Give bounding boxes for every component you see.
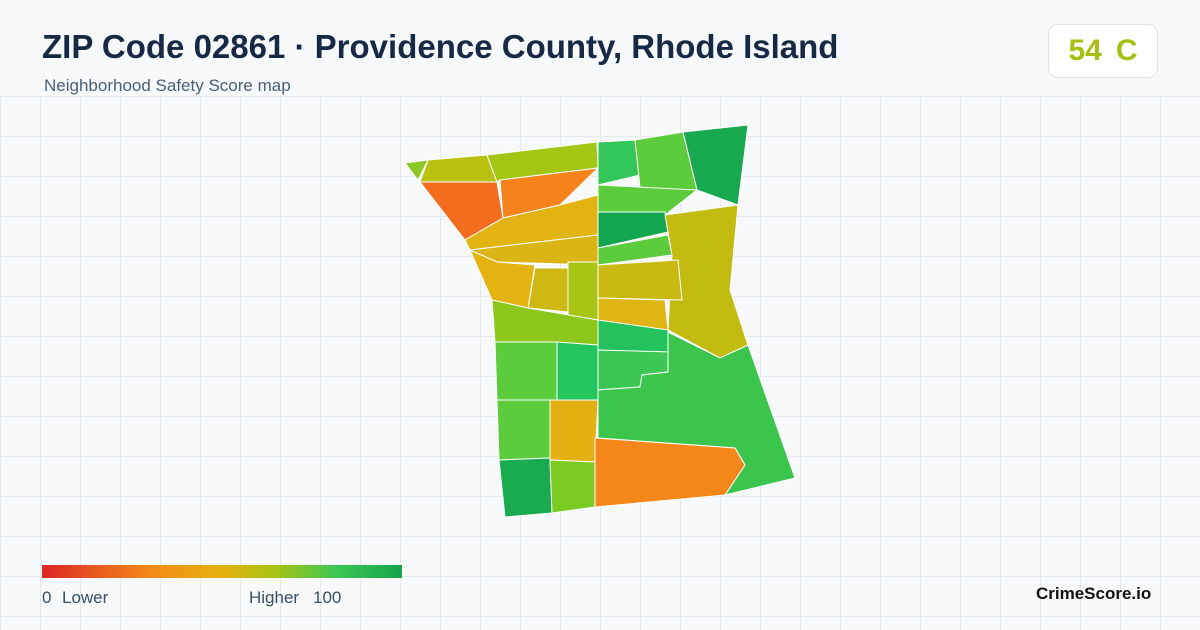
area <box>494 341 558 401</box>
legend-min: 0 <box>42 588 52 607</box>
header: ZIP Code 02861 · Providence County, Rhod… <box>0 0 1200 96</box>
score-badge: 54 C <box>1048 24 1158 78</box>
area <box>527 267 569 313</box>
subtitle: Neighborhood Safety Score map <box>44 76 291 95</box>
area <box>567 261 599 321</box>
legend-min-label: Lower <box>62 588 109 607</box>
area <box>404 159 429 181</box>
area <box>549 459 596 514</box>
area <box>419 154 498 183</box>
score-value: 54 <box>1068 34 1102 67</box>
area <box>597 139 641 186</box>
title: ZIP Code 02861 · Providence County, Rhod… <box>42 28 839 65</box>
area <box>594 437 746 508</box>
legend-max: 100 <box>313 588 342 607</box>
area <box>597 259 683 301</box>
area <box>597 184 699 216</box>
area <box>549 399 599 463</box>
area <box>498 457 553 518</box>
legend-max-label: Higher <box>249 588 300 607</box>
legend-gradient <box>42 565 402 578</box>
score-grade: C <box>1115 34 1138 67</box>
area <box>496 399 551 461</box>
area <box>556 341 599 401</box>
brand: CrimeScore.io <box>1036 584 1152 603</box>
